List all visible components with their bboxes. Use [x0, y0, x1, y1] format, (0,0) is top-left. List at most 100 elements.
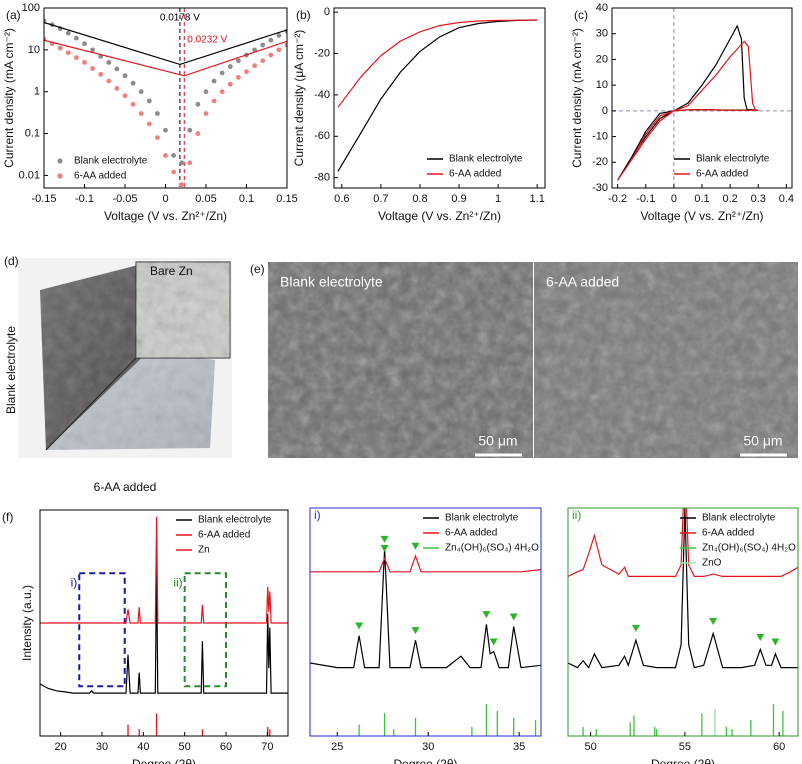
y-tick-label: -40 [314, 89, 330, 101]
line [40, 566, 288, 694]
x-tick-label: 30 [96, 741, 108, 753]
y-tick-label: 20 [596, 53, 608, 65]
plot-area [44, 8, 287, 188]
marker [260, 42, 266, 48]
zoom-box-label: ii) [173, 575, 182, 589]
plot-area [40, 516, 288, 736]
marker [44, 18, 47, 23]
x-tick-label: 50 [584, 741, 596, 753]
line [617, 40, 759, 181]
legend-label: 6-AA added [74, 171, 126, 182]
legend-swatch [57, 158, 63, 164]
x-tick-label: 0.6 [334, 193, 349, 205]
x-tick-label: -0.1 [636, 193, 655, 205]
marker [106, 60, 112, 65]
x-tick-label: 60 [773, 741, 785, 753]
marker [227, 64, 233, 69]
y-axis-label: Intensity (a.u.) [20, 585, 34, 661]
plot-frame [39, 509, 289, 737]
marker [236, 58, 241, 64]
peak-marker [709, 618, 718, 625]
panel-label: ii) [572, 508, 581, 522]
y-tick-label: 0 [602, 105, 608, 117]
marker [219, 89, 225, 95]
marker [244, 69, 249, 75]
legend-label: Zn₄(OH)₆(SO₄) 4H₂O [445, 543, 539, 554]
marker [155, 135, 160, 141]
plot-area [337, 19, 538, 172]
marker [187, 160, 193, 166]
marker [122, 73, 128, 79]
x-tick-label: 60 [220, 741, 232, 753]
marker [163, 153, 168, 158]
marker [82, 41, 87, 47]
y-tick-label: 10 [28, 44, 40, 56]
marker [82, 60, 87, 65]
plot-area [310, 535, 541, 736]
y-axis-label: Current density (mA cm⁻²) [2, 28, 16, 168]
x-tick-label: 20 [55, 741, 67, 753]
plot-frame [309, 507, 542, 737]
peak-marker [489, 638, 498, 646]
panel-label: (c) [574, 8, 588, 22]
marker [138, 89, 144, 95]
y-tick-label: 30 [596, 28, 608, 40]
marker [155, 111, 160, 116]
x-tick-label: -0.2 [608, 193, 627, 205]
y-tick-label: 100 [22, 2, 40, 14]
x-tick-label: -0.1 [75, 193, 94, 205]
x-tick-label: 0.8 [412, 193, 427, 205]
line [617, 24, 759, 181]
marker [268, 52, 274, 58]
x-tick-label: 0 [671, 193, 677, 205]
legend-label: Blank electrolyte [449, 154, 523, 165]
x-tick-label: 0.9 [451, 193, 466, 205]
legend-swatch [57, 173, 63, 179]
y-tick-label: -10 [592, 130, 608, 142]
panel-label: (d) [4, 254, 19, 268]
inset-line [45, 357, 137, 451]
marker [236, 74, 241, 80]
x-tick-label: 0.7 [373, 193, 388, 205]
chart: 25 30 35 Degree (2θ) i) Blank electrolyte 6-AA… [309, 507, 542, 764]
peak-marker [756, 633, 765, 641]
marker [203, 89, 209, 95]
chart: 50 55 60 Degree (2θ) ii) Blank electrolyte 6-A… [567, 507, 799, 764]
x-tick-label: -0.15 [31, 193, 56, 205]
marker [74, 55, 79, 61]
y-tick-label: -60 [314, 130, 330, 142]
panel-label: i) [314, 508, 321, 522]
x-tick-label: 0 [162, 193, 168, 205]
marker [252, 47, 257, 53]
photo-panel: (d) Bare Zn Blank electrolyte 6-AA added [4, 254, 232, 494]
marker [187, 127, 193, 133]
y-tick-label: 0.1 [25, 127, 40, 139]
marker [276, 47, 282, 53]
plot-frame [567, 507, 799, 737]
x-tick-label: -0.05 [112, 193, 137, 205]
marker [138, 111, 144, 116]
x-tick-label: 0.3 [751, 193, 766, 205]
line [40, 516, 288, 624]
sem-panel: (e) Blank electrolyte 6-AA added 50 μm 5… [250, 262, 798, 458]
marker [106, 78, 112, 84]
panel-label: (b) [296, 8, 311, 22]
line [44, 21, 287, 66]
x-tick-label: 1 [495, 193, 501, 205]
x-tick-label: 50 [179, 741, 191, 753]
marker [219, 70, 225, 76]
x-tick-label: 25 [331, 741, 343, 753]
x-axis-label: Voltage (V vs. Zn²⁺/Zn) [378, 209, 501, 223]
legend-label: 6-AA added [198, 530, 250, 541]
x-tick-label: 70 [261, 741, 273, 753]
y-tick-label: 10 [596, 79, 608, 91]
marker [90, 66, 95, 71]
y-tick-label: 0 [324, 6, 330, 18]
plot-area [612, 8, 792, 188]
y-tick-label: -20 [592, 156, 608, 168]
x-axis-label: Voltage (V vs. Zn²⁺/Zn) [640, 209, 763, 223]
marker [98, 71, 104, 77]
image-label: 6-AA added [546, 274, 619, 290]
zoom-box [78, 572, 126, 688]
marker [195, 101, 201, 107]
